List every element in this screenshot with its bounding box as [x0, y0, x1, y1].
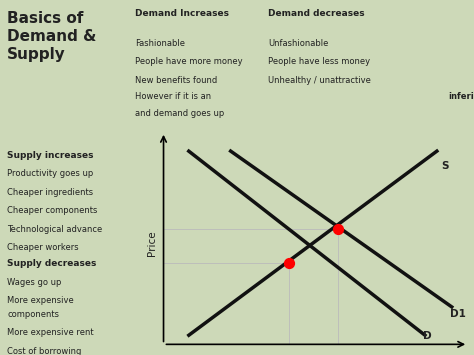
Text: More expensive: More expensive	[7, 296, 74, 305]
Text: Supply decreases: Supply decreases	[7, 259, 97, 268]
Text: Basics of
Demand &
Supply: Basics of Demand & Supply	[7, 11, 97, 62]
Text: Supply increases: Supply increases	[7, 151, 93, 160]
Text: S: S	[441, 161, 449, 171]
Text: However if it is an: However if it is an	[135, 92, 214, 101]
Text: Unhealthy / unattractive: Unhealthy / unattractive	[268, 76, 371, 85]
Text: components: components	[7, 310, 59, 319]
Text: Cheaper workers: Cheaper workers	[7, 243, 79, 252]
Text: Cheaper components: Cheaper components	[7, 206, 98, 215]
Text: Productivity goes up: Productivity goes up	[7, 169, 93, 178]
Text: Cheaper ingredients: Cheaper ingredients	[7, 188, 93, 197]
Text: People have less money: People have less money	[268, 57, 370, 66]
Point	[335, 226, 342, 232]
Text: Fashionable: Fashionable	[135, 39, 185, 48]
Text: Unfashionable: Unfashionable	[268, 39, 328, 48]
Point	[285, 261, 293, 266]
Text: Demand Increases: Demand Increases	[135, 9, 229, 18]
Text: Cost of borrowing: Cost of borrowing	[7, 347, 82, 355]
Text: Wages go up: Wages go up	[7, 278, 62, 286]
Text: D1: D1	[450, 309, 466, 319]
Text: Technological advance: Technological advance	[7, 225, 102, 234]
Text: Price: Price	[146, 230, 157, 256]
Text: D: D	[423, 331, 432, 341]
Text: New benefits found: New benefits found	[135, 76, 218, 85]
Text: Demand decreases: Demand decreases	[268, 9, 365, 18]
Text: inferior: inferior	[448, 92, 474, 101]
Text: People have more money: People have more money	[135, 57, 243, 66]
Text: More expensive rent: More expensive rent	[7, 328, 94, 337]
Text: and demand goes up: and demand goes up	[135, 109, 224, 118]
